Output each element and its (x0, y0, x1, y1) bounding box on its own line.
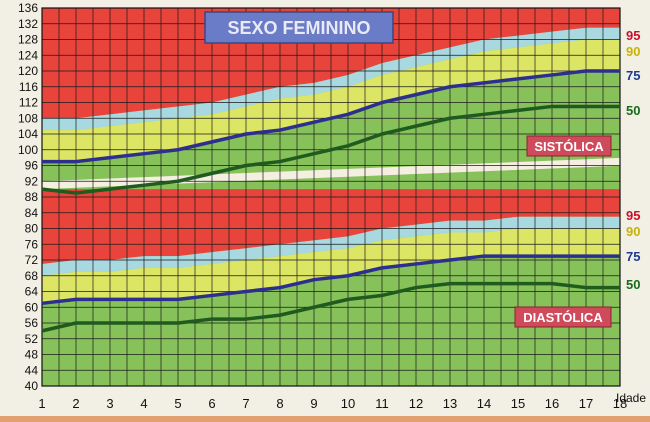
x-tick-label: 2 (72, 396, 79, 411)
y-tick-label: 120 (18, 64, 38, 78)
y-axis-ticks: 4044485256606468727680848892961001041081… (18, 1, 38, 393)
diastolic-label: DIASTÓLICA (523, 310, 603, 325)
percentile-label-90: 90 (626, 44, 640, 59)
y-tick-label: 116 (19, 80, 38, 94)
chart-title: SEXO FEMININO (227, 18, 370, 38)
x-tick-label: 12 (409, 396, 423, 411)
y-tick-label: 40 (25, 379, 39, 393)
x-tick-label: 10 (341, 396, 355, 411)
percentile-label-90: 90 (626, 224, 640, 239)
x-axis-ticks: 1 2 3 4 5 6 7 8 9 10 11 12 13 14 15 16 17 18 (38, 396, 627, 411)
percentile-label-75: 75 (626, 68, 640, 83)
y-tick-label: 68 (25, 269, 39, 283)
y-tick-label: 80 (25, 222, 39, 236)
x-tick-label: 5 (174, 396, 181, 411)
x-tick-label: 6 (208, 396, 215, 411)
systolic-label-banner: SISTÓLICA (526, 135, 612, 157)
percentile-label-95: 95 (626, 208, 640, 223)
diastolic-label-banner: DIASTÓLICA (514, 306, 612, 328)
x-tick-label: 4 (140, 396, 147, 411)
y-tick-label: 132 (18, 17, 38, 31)
x-tick-label: 1 (38, 396, 45, 411)
y-tick-label: 112 (19, 96, 38, 110)
x-tick-label: 18 (613, 396, 627, 411)
x-axis-label: Idade (616, 391, 646, 405)
y-tick-label: 48 (25, 348, 39, 362)
y-tick-label: 84 (25, 206, 39, 220)
x-tick-label: 13 (443, 396, 457, 411)
chart-title-banner: SEXO FEMININO (204, 11, 394, 44)
y-tick-label: 88 (25, 190, 39, 204)
y-tick-label: 44 (25, 363, 39, 377)
y-tick-label: 108 (18, 111, 38, 125)
y-tick-label: 128 (18, 33, 38, 47)
systolic-label: SISTÓLICA (534, 139, 604, 154)
y-tick-label: 100 (18, 143, 38, 157)
diastolic-p50-line (41, 281, 620, 333)
y-tick-label: 96 (25, 159, 39, 173)
y-tick-label: 52 (25, 332, 39, 346)
percentile-label-75: 75 (626, 249, 640, 264)
y-tick-label: 124 (18, 48, 38, 62)
percentile-label-95: 95 (626, 28, 640, 43)
plot-frame (41, 7, 621, 387)
y-tick-label: 92 (25, 174, 39, 188)
x-tick-label: 11 (375, 396, 389, 411)
x-tick-label: 9 (310, 396, 317, 411)
x-tick-label: 7 (242, 396, 249, 411)
x-tick-label: 16 (545, 396, 559, 411)
y-tick-label: 76 (25, 237, 39, 251)
x-tick-label: 14 (477, 396, 491, 411)
y-tick-label: 104 (18, 127, 38, 141)
y-tick-label: 136 (18, 1, 38, 15)
percentile-label-50: 50 (626, 277, 640, 292)
systolic-p50-line (41, 104, 620, 195)
percentile-lines (41, 69, 620, 333)
x-tick-label: 15 (511, 396, 525, 411)
percentile-label-50: 50 (626, 103, 640, 118)
x-tick-label: 17 (579, 396, 593, 411)
y-tick-label: 60 (25, 300, 39, 314)
y-tick-label: 56 (25, 316, 39, 330)
x-tick-label: 3 (106, 396, 113, 411)
y-tick-label: 64 (25, 285, 39, 299)
diastolic-p75-line (41, 254, 620, 306)
y-tick-label: 72 (25, 253, 39, 267)
systolic-p75-line (42, 69, 620, 164)
x-tick-label: 8 (276, 396, 283, 411)
